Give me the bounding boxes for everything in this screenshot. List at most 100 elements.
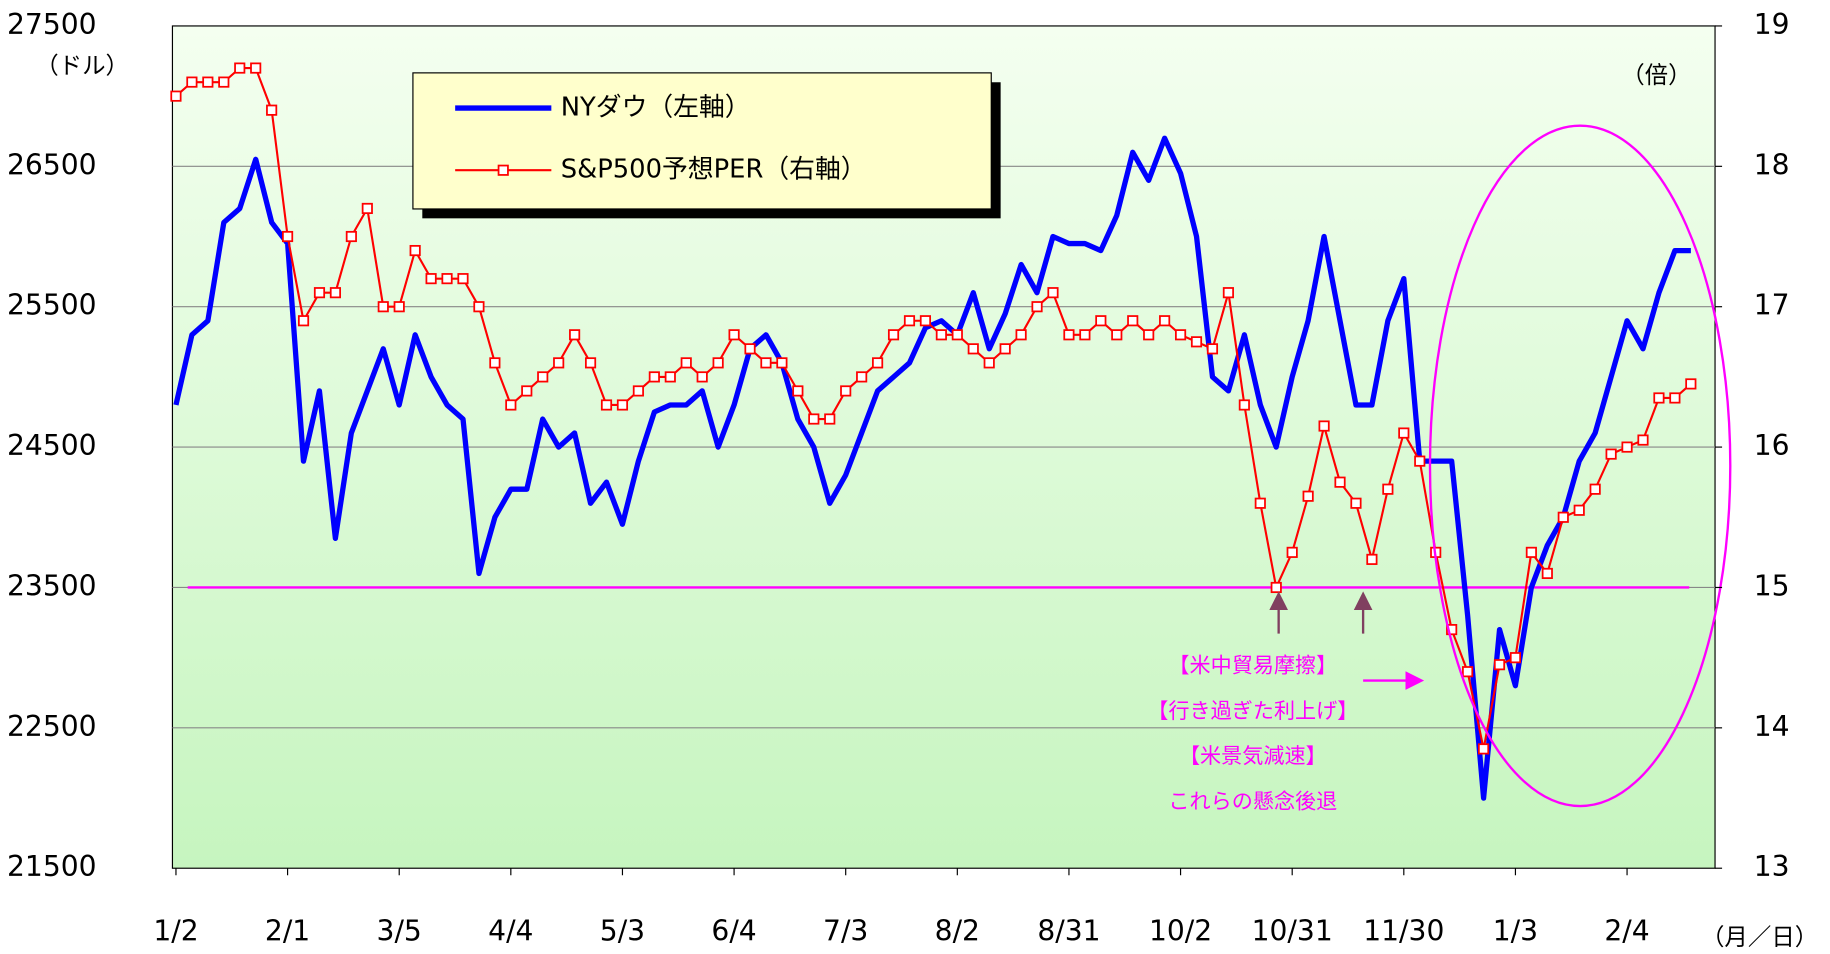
point-marker	[505, 399, 517, 411]
point-marker	[313, 287, 326, 299]
point-marker	[409, 244, 421, 257]
x-tick-label: 5/3	[600, 915, 645, 948]
point-marker	[457, 273, 469, 285]
point-marker	[202, 76, 214, 88]
point-marker	[1127, 315, 1139, 327]
point-marker	[824, 413, 836, 425]
point-marker	[632, 385, 644, 397]
annotation: 【行き過ぎた利上げ】	[1147, 698, 1358, 723]
x-tick-label: 2/4	[1604, 915, 1649, 948]
point-marker	[393, 301, 405, 313]
point-marker	[1190, 336, 1203, 348]
point-marker	[1541, 567, 1553, 579]
point-marker	[329, 287, 341, 299]
point-marker	[266, 104, 278, 116]
point-marker	[537, 371, 549, 383]
y2-tick-label: 15	[1754, 569, 1790, 602]
point-marker	[569, 329, 581, 341]
point-marker	[377, 301, 389, 313]
point-marker	[903, 315, 916, 327]
point-marker	[1318, 420, 1330, 432]
point-marker	[297, 315, 310, 327]
x-tick-label: 1/2	[153, 915, 198, 948]
point-marker	[1477, 743, 1490, 755]
point-marker	[218, 76, 230, 88]
x-tick-label: 6/4	[711, 915, 756, 948]
point-marker	[776, 357, 788, 369]
point-marker	[441, 273, 453, 285]
point-marker	[760, 357, 772, 369]
point-marker	[489, 357, 501, 369]
y-tick-label: 27500	[7, 8, 97, 41]
y2-axis-unit: （倍）	[1621, 61, 1691, 89]
point-marker	[648, 371, 660, 383]
x-tick-label: 3/5	[377, 915, 422, 948]
point-marker	[186, 76, 198, 88]
y2-tick-label: 19	[1754, 8, 1790, 41]
point-marker	[856, 371, 868, 383]
legend-label: NYダウ（左軸）	[561, 93, 751, 123]
x-tick-label: 8/31	[1037, 915, 1100, 948]
point-marker	[999, 343, 1011, 355]
point-marker	[1350, 497, 1362, 509]
series-line	[173, 135, 1691, 801]
y2-tick-label: 17	[1754, 289, 1790, 322]
point-marker	[1238, 399, 1250, 411]
point-marker	[170, 90, 182, 102]
point-marker	[935, 329, 947, 341]
y2-tick-label: 18	[1754, 148, 1790, 181]
x-tick-label: 8/2	[935, 915, 980, 948]
point-marker	[664, 371, 676, 383]
point-marker	[1302, 490, 1314, 502]
point-marker	[1589, 483, 1601, 495]
point-marker	[1573, 504, 1585, 516]
point-marker	[712, 357, 724, 369]
point-marker	[1063, 329, 1075, 341]
x-tick-label: 4/4	[488, 915, 533, 948]
point-marker	[1637, 434, 1649, 446]
x-tick-label: 2/1	[265, 915, 310, 948]
point-marker	[872, 357, 884, 369]
point-marker	[1206, 343, 1219, 355]
annotation: これらの懸念後退	[1168, 789, 1337, 814]
x-tick-label: 10/31	[1252, 915, 1333, 948]
point-marker	[1254, 497, 1266, 509]
point-marker	[1446, 624, 1458, 636]
y-tick-label: 25500	[7, 289, 97, 322]
point-marker	[1079, 329, 1091, 341]
point-marker	[1095, 315, 1107, 327]
y-axis-unit: （ドル）	[35, 52, 129, 80]
legend	[412, 72, 992, 210]
point-marker	[887, 329, 900, 341]
y-tick-label: 21500	[7, 850, 97, 883]
point-marker	[1685, 378, 1697, 390]
y-tick-label: 22500	[7, 710, 97, 743]
point-marker	[744, 343, 756, 355]
x-tick-label: 7/3	[823, 915, 868, 948]
legend-marker	[497, 164, 509, 176]
y2-tick-label: 14	[1754, 710, 1790, 743]
point-marker	[808, 413, 820, 425]
point-marker	[1366, 553, 1378, 565]
point-marker	[1493, 659, 1506, 671]
point-marker	[1047, 287, 1059, 299]
y2-tick-label: 13	[1754, 850, 1790, 883]
point-marker	[967, 343, 979, 355]
point-marker	[1031, 301, 1043, 313]
point-marker	[983, 357, 995, 369]
point-marker	[1382, 483, 1394, 495]
point-marker	[1605, 448, 1617, 460]
point-marker	[1143, 329, 1155, 341]
point-marker	[250, 62, 262, 74]
point-marker	[521, 385, 533, 397]
legend-label: S&P500予想PER（右軸）	[561, 155, 867, 185]
annotation: 【米中貿易摩擦】	[1168, 652, 1337, 677]
y-tick-label: 24500	[7, 429, 97, 462]
point-marker	[234, 62, 246, 74]
point-marker	[616, 399, 629, 411]
point-marker	[361, 202, 373, 215]
x-tick-label: 10/2	[1149, 915, 1212, 948]
point-marker	[553, 357, 565, 369]
annotation: 【米景気減速】	[1179, 743, 1327, 768]
